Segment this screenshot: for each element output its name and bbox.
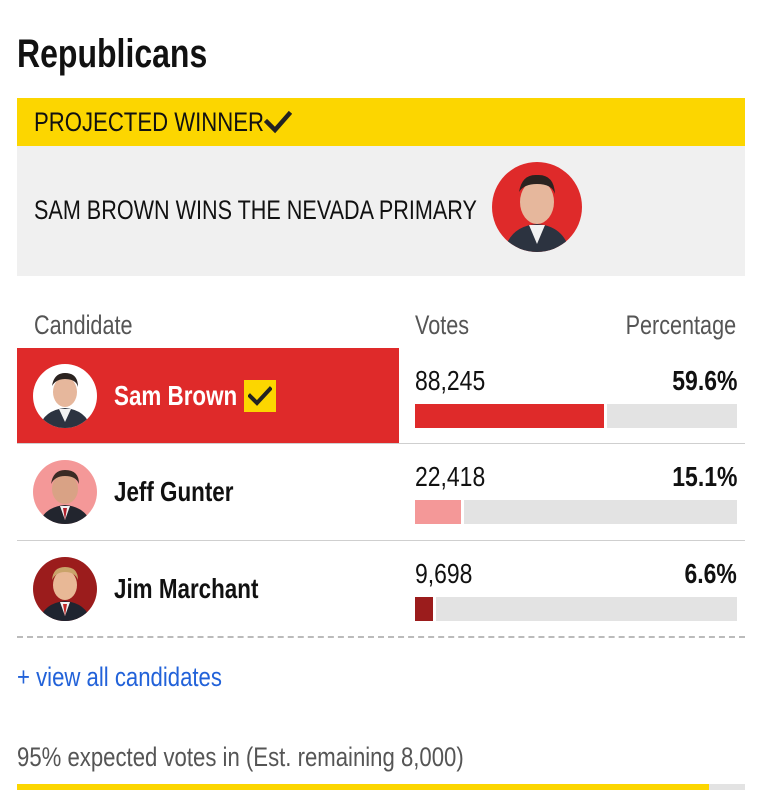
candidate-name: Jim Marchant bbox=[114, 573, 259, 604]
row-divider bbox=[17, 540, 745, 541]
vote-count: 88,245 bbox=[415, 365, 486, 396]
vote-share-fill bbox=[415, 500, 464, 524]
vote-share-fill bbox=[415, 404, 607, 428]
vote-percentage: 15.1% bbox=[671, 461, 737, 492]
section-divider bbox=[17, 636, 745, 638]
expected-votes-progress bbox=[17, 784, 745, 790]
vote-count: 9,698 bbox=[415, 558, 473, 589]
candidate-row-sam-brown: Sam Brown 88,245 59.6% bbox=[17, 348, 745, 444]
party-title: Republicans bbox=[17, 32, 208, 76]
column-header-votes: Votes bbox=[415, 310, 470, 340]
projected-winner-label: PROJECTED WINNER bbox=[34, 107, 265, 137]
candidate-name: Jeff Gunter bbox=[114, 476, 234, 507]
candidate-row-jeff-gunter: Jeff Gunter 22,418 15.1% bbox=[17, 444, 745, 540]
avatar bbox=[33, 460, 97, 524]
vote-percentage: 6.6% bbox=[684, 558, 737, 589]
winner-check-icon bbox=[244, 380, 276, 412]
expected-votes-progress-fill bbox=[17, 784, 709, 790]
expected-votes-text: 95% expected votes in (Est. remaining 8,… bbox=[17, 742, 464, 772]
checkmark-icon bbox=[264, 110, 292, 134]
view-all-candidates-link[interactable]: + view all candidates bbox=[17, 662, 222, 692]
candidate-name: Sam Brown bbox=[114, 380, 238, 411]
row-divider bbox=[17, 443, 745, 444]
winner-headline: SAM BROWN WINS THE NEVADA PRIMARY bbox=[34, 195, 477, 225]
candidate-cell: Sam Brown bbox=[17, 348, 399, 444]
candidate-row-jim-marchant: Jim Marchant 9,698 6.6% bbox=[17, 541, 745, 637]
vote-percentage: 59.6% bbox=[671, 365, 737, 396]
column-header-percentage: Percentage bbox=[625, 310, 736, 340]
projected-winner-banner: PROJECTED WINNER bbox=[17, 98, 745, 146]
vote-count: 22,418 bbox=[415, 461, 486, 492]
vote-share-fill bbox=[415, 597, 437, 621]
candidate-cell: Jim Marchant bbox=[17, 541, 399, 637]
winner-photo bbox=[492, 162, 582, 252]
winner-announcement: SAM BROWN WINS THE NEVADA PRIMARY bbox=[17, 146, 745, 276]
column-header-candidate: Candidate bbox=[34, 310, 133, 340]
vote-share-bar bbox=[415, 500, 737, 524]
avatar bbox=[33, 364, 97, 428]
avatar bbox=[33, 557, 97, 621]
candidate-cell: Jeff Gunter bbox=[17, 444, 399, 540]
vote-share-bar bbox=[415, 404, 737, 428]
vote-share-bar bbox=[415, 597, 737, 621]
